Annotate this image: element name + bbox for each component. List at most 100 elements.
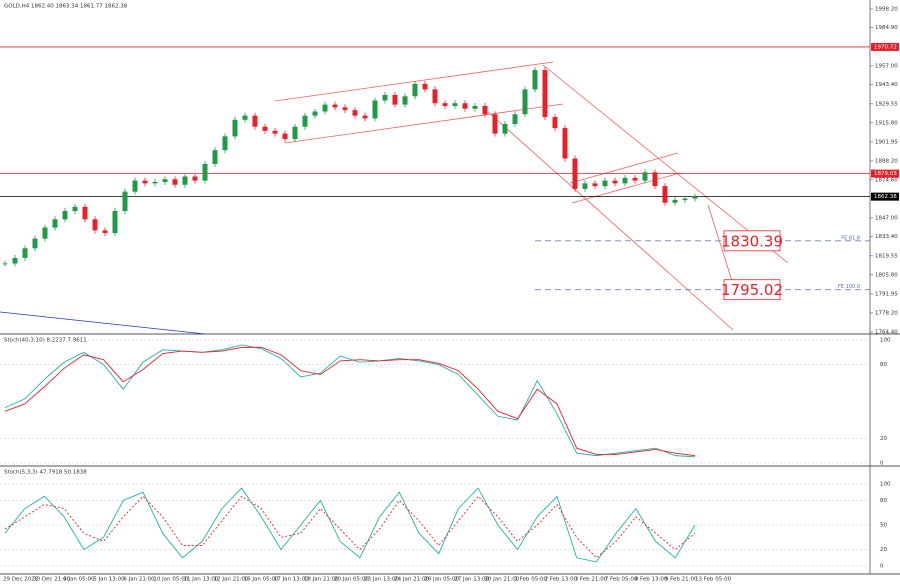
x-tick-label: 10 Jan 05:00 xyxy=(153,577,188,583)
fe-label: FE 100.0 xyxy=(838,284,860,290)
candle xyxy=(312,111,318,116)
candle xyxy=(242,115,248,120)
target-box xyxy=(723,230,781,252)
y-tick-label: 80 xyxy=(880,362,887,368)
candle xyxy=(22,248,28,258)
target-label: 1795.02 xyxy=(721,281,783,299)
candle xyxy=(2,263,8,265)
candle xyxy=(92,219,98,231)
x-tick-label: 29 Dec 2022 xyxy=(3,577,38,583)
y-tick-label: 0 xyxy=(880,564,884,570)
y-tick-label: 1805.80 xyxy=(875,272,898,278)
level-label: 1970.72 xyxy=(874,44,897,50)
candle xyxy=(42,227,48,239)
candle xyxy=(12,257,18,264)
candle xyxy=(192,176,198,181)
symbol-header: GOLD,H4 1862.40 1863.34 1861.77 1862.38 xyxy=(4,4,128,10)
y-tick-label: 1901.95 xyxy=(875,139,898,145)
y-tick-label: 20 xyxy=(880,436,887,442)
candle xyxy=(602,180,608,187)
y-tick-label: 1778.20 xyxy=(875,310,898,316)
candle xyxy=(492,114,498,134)
candle xyxy=(212,150,218,165)
candle xyxy=(412,83,418,97)
candle xyxy=(572,158,578,189)
candle xyxy=(482,105,488,115)
candle xyxy=(252,115,258,127)
candle xyxy=(332,104,338,108)
x-tick-label: 24 Jan 21:00 xyxy=(394,577,429,583)
candle xyxy=(352,110,358,116)
candle xyxy=(232,119,238,137)
x-tick-label: 20 Jan 05:00 xyxy=(334,577,369,583)
candle xyxy=(502,123,508,134)
y-tick-label: 1998.20 xyxy=(875,6,898,12)
y-tick-label: 1984.90 xyxy=(875,25,898,31)
candle xyxy=(402,96,408,105)
level-label: 1879.03 xyxy=(874,171,897,177)
candle xyxy=(562,128,568,159)
candle xyxy=(512,114,518,124)
candle xyxy=(82,206,88,220)
y-tick-label: 1957.00 xyxy=(875,63,898,69)
level-label-box xyxy=(871,42,899,51)
x-tick-label: 7 Feb 05:00 xyxy=(605,577,638,583)
y-tick-label: 20 xyxy=(880,547,887,553)
indicator-title: Stoch(5,3,3) 47.7918 50.1838 xyxy=(4,470,87,476)
candle xyxy=(442,103,448,106)
x-tick-label: 13 Feb 05:00 xyxy=(695,577,732,583)
x-tick-label: 30 Jan 21:00 xyxy=(484,577,519,583)
y-tick-label: 1929.55 xyxy=(875,101,898,107)
level-label: 1862.38 xyxy=(874,194,897,200)
x-tick-label: 2 Feb 13:00 xyxy=(545,577,578,583)
candle xyxy=(652,172,658,187)
indicator-title: Stoch(40,3,10) 8.2237 7.9611 xyxy=(4,338,87,344)
candle xyxy=(282,133,288,140)
candle xyxy=(322,104,328,112)
candle xyxy=(392,94,398,105)
candle xyxy=(62,210,68,220)
candle xyxy=(102,230,108,234)
y-tick-label: 0 xyxy=(880,461,884,467)
x-tick-label: 27 Jan 13:00 xyxy=(454,577,489,583)
candle xyxy=(342,107,348,111)
x-tick-label: 4 Jan 05:00 xyxy=(63,577,95,583)
x-tick-label: 8 Feb 13:00 xyxy=(635,577,668,583)
candle xyxy=(522,89,528,115)
x-tick-label: 12 Jan 21:00 xyxy=(214,577,249,583)
x-tick-label: 1 Feb 05:00 xyxy=(514,577,547,583)
candle xyxy=(272,130,278,134)
candle xyxy=(682,198,688,200)
candle xyxy=(542,70,548,118)
x-tick-label: 6 Jan 21:00 xyxy=(123,577,155,583)
candle xyxy=(152,181,158,184)
candle xyxy=(432,89,438,104)
candle xyxy=(302,115,308,127)
target-label: 1830.39 xyxy=(721,232,783,250)
candle xyxy=(222,136,228,151)
target-box xyxy=(723,279,781,301)
candle xyxy=(592,183,598,187)
candle xyxy=(672,199,678,203)
x-tick-label: 30 Dec 21:00 xyxy=(33,577,70,583)
x-tick-label: 18 Jan 21:00 xyxy=(304,577,339,583)
level-label-box xyxy=(871,169,899,178)
candle xyxy=(172,179,178,185)
candle xyxy=(462,103,468,109)
candle xyxy=(612,180,618,184)
candle xyxy=(122,191,128,211)
x-tick-label: 9 Feb 21:00 xyxy=(665,577,698,583)
y-tick-label: 1943.40 xyxy=(875,82,898,88)
y-tick-label: 1819.55 xyxy=(875,253,898,259)
y-tick-label: 1888.20 xyxy=(875,158,898,164)
candle xyxy=(52,219,58,228)
y-tick-label: 1874.60 xyxy=(875,177,898,183)
indicator-line xyxy=(4,487,696,563)
candle xyxy=(292,126,298,140)
candle xyxy=(582,183,588,189)
candle xyxy=(362,115,368,119)
candle xyxy=(262,126,268,131)
candle xyxy=(112,210,118,234)
candle xyxy=(382,94,388,101)
